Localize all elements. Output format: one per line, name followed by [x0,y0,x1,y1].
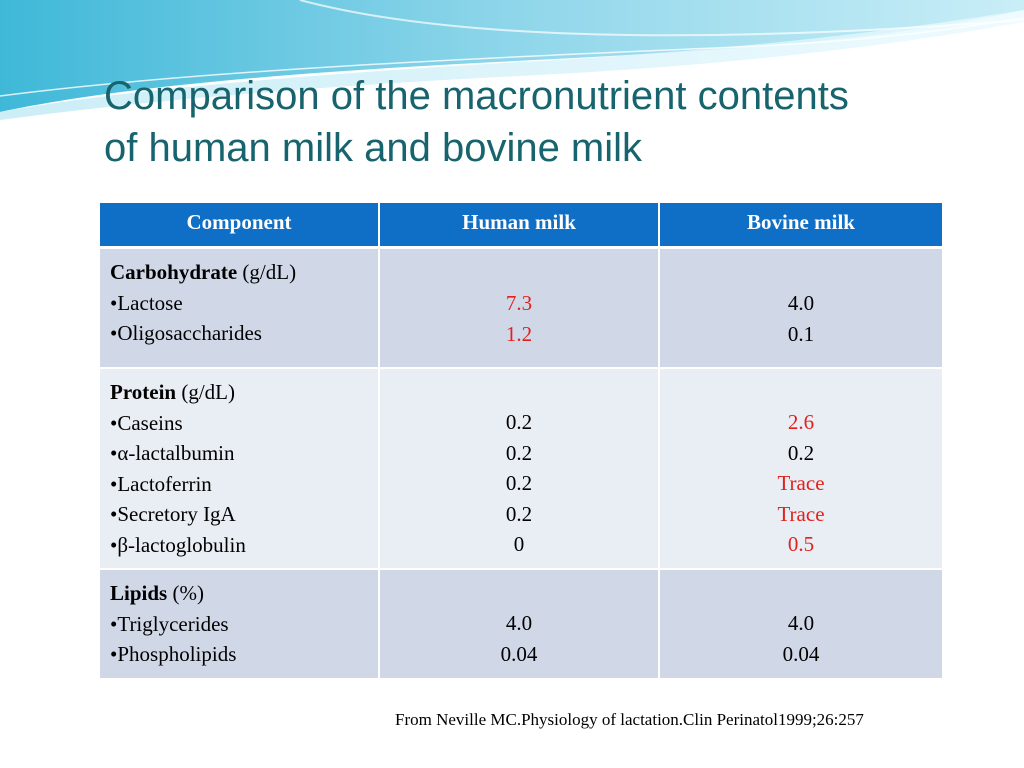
group-unit: (g/dL) [237,260,297,284]
human-value: 0 [513,532,525,556]
component-cell: Protein (g/dL) •Caseins •α-lactalbumin •… [100,369,380,570]
table-header-row: Component Human milk Bovine milk [100,203,942,249]
human-value: 7.3 [505,291,533,315]
bovine-value: Trace [777,471,825,495]
human-value: 0.2 [505,471,533,495]
decorative-wave-banner [0,0,1024,120]
source-citation: From Neville MC.Physiology of lactation.… [395,710,864,729]
component-item: •β-lactoglobulin [110,532,246,557]
human-value: 1.2 [505,321,533,346]
human-value: 4.0 [505,611,533,635]
component-item: •α-lactalbumin [110,441,235,465]
component-cell: Carbohydrate (g/dL) •Lactose •Oligosacch… [100,249,380,369]
component-item: •Phospholipids [110,642,237,666]
bovine-value: 0.04 [782,641,820,666]
component-item: •Oligosaccharides [110,321,262,345]
bovine-value: 0.2 [787,440,815,465]
group-name: Protein [110,380,177,404]
component-item: •Caseins [110,410,183,435]
table-row-protein: Protein (g/dL) •Caseins •α-lactalbumin •… [100,369,942,570]
component-item: •Lactoferrin [110,471,212,496]
bovine-value: 0.1 [787,321,815,346]
title-line-1: Comparison of the macronutrient contents [104,74,849,118]
group-name: Lipids [110,581,168,605]
bovine-values-cell: 2.6 0.2 Trace Trace 0.5 [660,369,942,570]
human-values-cell: 4.0 0.04 [380,570,660,680]
group-unit: (%) [167,581,204,605]
bovine-value: 0.5 [787,532,815,556]
human-value: 0.2 [505,501,533,526]
header-component: Component [100,203,380,249]
header-human-milk: Human milk [380,203,660,249]
bovine-values-cell: 4.0 0.04 [660,570,942,680]
component-item: •Lactose [110,290,183,315]
title-line-2: of human milk and bovine milk [104,126,643,170]
component-item: •Secretory IgA [110,502,236,526]
slide-title: Comparison of the macronutrient contents… [104,70,1004,174]
bovine-value: Trace [777,501,825,526]
group-name: Carbohydrate [110,260,238,284]
component-item: •Triglycerides [110,611,229,636]
table-row-lipids: Lipids (%) •Triglycerides •Phospholipids… [100,570,942,680]
human-values-cell: 7.3 1.2 [380,249,660,369]
header-bovine-milk: Bovine milk [660,203,942,249]
human-value: 0.2 [505,440,533,465]
group-unit: (g/dL) [176,380,236,404]
macronutrient-table: Component Human milk Bovine milk Carbohy… [100,203,942,680]
bovine-values-cell: 4.0 0.1 [660,249,942,369]
bovine-value: 2.6 [787,410,815,434]
table-row-carbohydrate: Carbohydrate (g/dL) •Lactose •Oligosacch… [100,249,942,369]
bovine-value: 4.0 [787,611,815,635]
human-values-cell: 0.2 0.2 0.2 0.2 0 [380,369,660,570]
human-value: 0.2 [505,410,533,434]
component-cell: Lipids (%) •Triglycerides •Phospholipids [100,570,380,680]
human-value: 0.04 [500,641,538,666]
bovine-value: 4.0 [787,291,815,315]
